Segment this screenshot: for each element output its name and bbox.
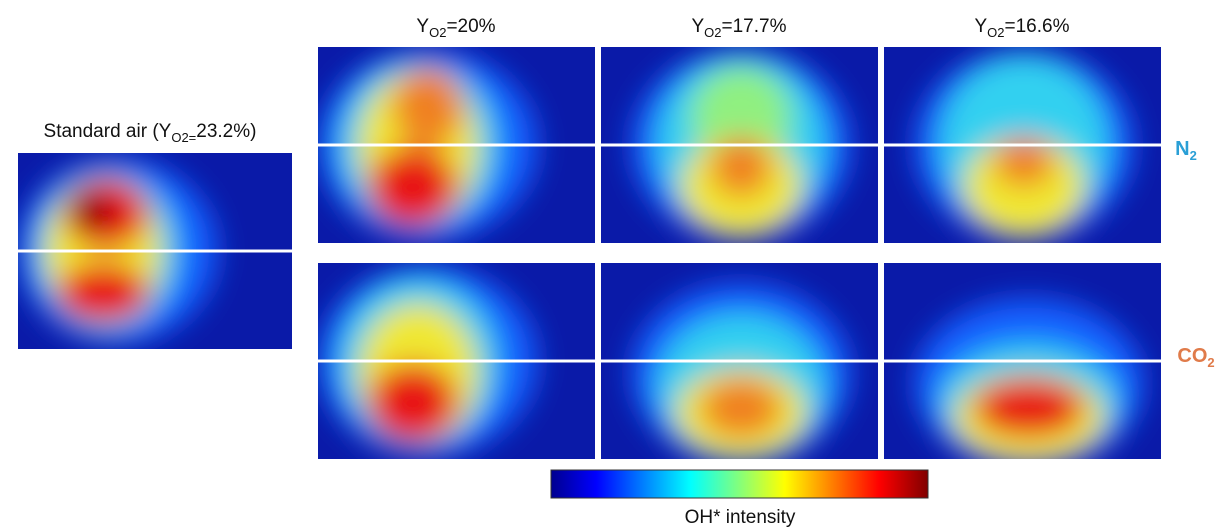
column-title: YO2=17.7% bbox=[691, 16, 786, 40]
heatmap-panel bbox=[601, 263, 878, 463]
intensity-region bbox=[368, 363, 458, 443]
label-text: N bbox=[1175, 138, 1189, 160]
column-title: YO2=16.6% bbox=[974, 16, 1069, 40]
heatmap-panel bbox=[318, 263, 595, 459]
title-sub: O2 bbox=[429, 25, 446, 40]
colorbar-label: OH* intensity bbox=[685, 507, 796, 528]
title-text: =17.7% bbox=[722, 16, 787, 37]
title-text: =20% bbox=[446, 16, 495, 37]
title-text: Standard air (Y bbox=[44, 121, 172, 142]
title-text: 23.2%) bbox=[196, 121, 256, 142]
label-text: CO bbox=[1177, 345, 1207, 367]
row-label: N2 bbox=[1175, 138, 1197, 163]
heatmap bbox=[631, 283, 851, 463]
reference-title: Standard air (YO2=23.2%) bbox=[44, 121, 257, 145]
title-sub: O2= bbox=[171, 130, 196, 145]
title-text: Y bbox=[416, 16, 429, 37]
title-text: =16.6% bbox=[1005, 16, 1070, 37]
intensity-region bbox=[68, 193, 112, 229]
heatmap-panel bbox=[318, 47, 595, 243]
heatmap-panel bbox=[18, 153, 292, 349]
intensity-region bbox=[57, 263, 149, 323]
column-title: YO2=20% bbox=[416, 16, 495, 40]
heatmap-panel bbox=[884, 47, 1161, 243]
label-sub: 2 bbox=[1207, 355, 1214, 370]
title-text: Y bbox=[691, 16, 704, 37]
figure: Standard air (YO2=23.2%) OH* intensity Y… bbox=[0, 0, 1230, 529]
intensity-region bbox=[974, 378, 1084, 438]
heatmap-panel bbox=[601, 47, 878, 243]
heatmap-panel bbox=[884, 263, 1161, 468]
title-text: Y bbox=[974, 16, 987, 37]
title-sub: O2 bbox=[704, 25, 721, 40]
intensity-region bbox=[368, 147, 458, 227]
colorbar bbox=[551, 470, 928, 498]
row-label: CO2 bbox=[1177, 345, 1214, 370]
intensity-region bbox=[701, 378, 781, 438]
title-sub: O2 bbox=[987, 25, 1004, 40]
intensity-region bbox=[393, 67, 463, 147]
heatmap bbox=[914, 298, 1144, 468]
label-sub: 2 bbox=[1190, 148, 1197, 163]
